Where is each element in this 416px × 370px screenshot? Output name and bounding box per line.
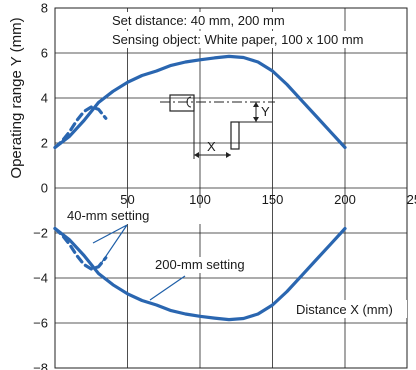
inset-sensor-lens: [186, 96, 192, 108]
y-tick-label-5: 2: [41, 136, 48, 151]
legend-200mm-label: 200-mm setting: [155, 257, 245, 272]
inset-x-label: X: [207, 139, 216, 154]
xlabel-bg: [294, 300, 407, 318]
annotation-sensing-object: Sensing object: White paper, 100 x 100 m…: [112, 32, 363, 47]
legend-40mm-label: 40-mm setting: [67, 208, 149, 223]
x-axis-label: Distance X (mm): [296, 302, 393, 317]
inset-y-arrowheads: [253, 102, 259, 122]
x-tick-label-3: 200: [334, 192, 356, 207]
y-tick-label-2: −4: [33, 271, 48, 286]
legend-200mm-leader: [149, 275, 186, 301]
inset-sensor-box: [169, 94, 195, 112]
x-tick-label-4: 250: [407, 192, 416, 207]
y-tick-label-1: −6: [33, 316, 48, 331]
inset-diagram: X Y: [160, 94, 275, 159]
inset-object-box: [230, 121, 240, 150]
series-200mm-lower: [53, 226, 347, 322]
x-tick-label-0: 50: [120, 192, 134, 207]
series-40mm-upper: [53, 105, 108, 150]
y-tick-label-6: 4: [41, 91, 48, 106]
y-axis-label: Operating range Y (mm): [8, 17, 25, 178]
legend-200mm-bg: [152, 257, 270, 273]
x-tick-label-2: 150: [262, 192, 284, 207]
plot-frame: [54, 7, 408, 369]
y-tick-label-7: 6: [41, 46, 48, 61]
y-tick-label-4: 0: [41, 181, 48, 196]
series-200mm-upper: [53, 54, 347, 150]
y-tick-label-8: 8: [41, 1, 48, 16]
legend-40mm-bg: [64, 208, 204, 224]
y-tick-label-3: −2: [33, 226, 48, 241]
x-tick-label-1: 100: [189, 192, 211, 207]
y-tick-label-0: −8: [33, 361, 48, 370]
curves: [53, 54, 347, 322]
legend-40mm-leader: [92, 224, 128, 263]
annotation-set-distance: Set distance: 40 mm, 200 mm: [112, 13, 285, 28]
annotation-bg-2: [110, 31, 406, 48]
axes: 50 100 150 200 250 −8 −6 −4 −2 0 2 4 6 8: [33, 1, 416, 370]
inset-y-label: Y: [261, 104, 270, 119]
series-40mm-lower: [53, 226, 108, 271]
annotation-bg-1: [110, 12, 315, 29]
